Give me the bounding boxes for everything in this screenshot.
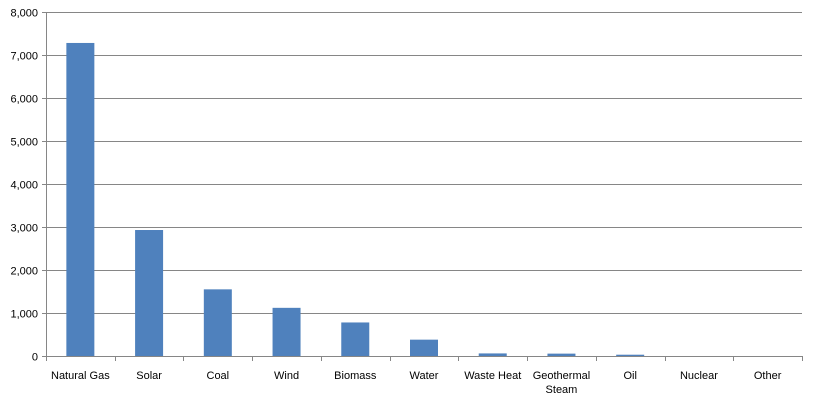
x-tick-label: Oil [623, 370, 636, 382]
bar [66, 42, 95, 357]
x-tick-label: Nuclear [680, 370, 718, 382]
axes [42, 12, 803, 361]
y-tick-label: 1,000 [10, 309, 38, 321]
gridlines [46, 12, 802, 314]
bar [135, 230, 164, 356]
bar [616, 354, 645, 356]
bar [410, 339, 438, 356]
y-tick-label: 2,000 [10, 266, 38, 278]
x-tick-label: Coal [207, 370, 230, 382]
bar [272, 307, 301, 356]
x-tick-label: Solar [136, 370, 162, 382]
y-tick-label: 6,000 [10, 94, 38, 106]
x-tick-label: Other [754, 370, 782, 382]
x-tick-label: Waste Heat [464, 370, 521, 382]
x-tick-label: Wind [274, 370, 299, 382]
y-tick-label: 3,000 [10, 223, 38, 235]
y-tick-label: 5,000 [10, 137, 38, 149]
bar [478, 353, 507, 356]
bar [547, 353, 576, 356]
y-tick-label: 0 [32, 352, 38, 364]
x-tick-label: Natural Gas [51, 370, 110, 382]
bars [66, 42, 645, 357]
bar [203, 289, 232, 356]
x-tick-label: Water [410, 370, 439, 382]
y-tick-label: 4,000 [10, 180, 38, 192]
bar [341, 322, 370, 356]
x-tick-label: Geothermal Steam [533, 370, 590, 396]
x-tick-label: Biomass [334, 370, 377, 382]
x-axis-tick-labels: Natural Gas Solar Coal Wind Biomass Water Wast… [51, 370, 782, 396]
y-tick-label: 7,000 [10, 51, 38, 63]
y-axis-tick-labels: 0 1,000 2,000 3,000 4,000 5,000 6,000 7,000 8,00… [10, 8, 38, 364]
y-tick-label: 8,000 [10, 8, 38, 20]
